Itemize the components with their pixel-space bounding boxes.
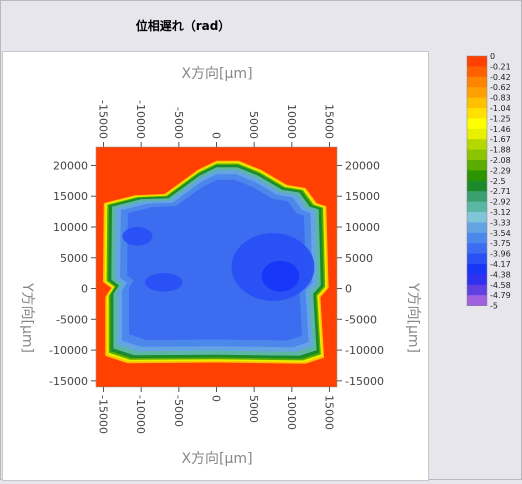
heatmap-plot: -15000 -15000 -10000 -10000 -5000 -5000 0 0 5000… — [19, 66, 421, 467]
y-tick-label-left: -15000 — [49, 375, 88, 388]
legend-label: -1.67 — [490, 135, 511, 144]
y-tick-label-left: 20000 — [53, 159, 88, 172]
legend-swatch-11 — [467, 170, 487, 182]
y-tick-label-right: 15000 — [345, 190, 380, 203]
y-tick-label-right: -15000 — [345, 375, 384, 388]
legend-swatch-7 — [467, 128, 487, 140]
x-tick-label-top: -5000 — [172, 107, 185, 139]
x-tick-label-top: 0 — [210, 132, 223, 139]
x-tick-label-top: -15000 — [97, 100, 110, 139]
legend-label: -0.21 — [490, 62, 511, 71]
y-tick-label-left: 15000 — [53, 190, 88, 203]
legend-label: -3.96 — [490, 250, 511, 259]
legend-swatch-14 — [467, 201, 487, 213]
legend-swatch-12 — [467, 180, 487, 192]
x-tick-label-bottom: 0 — [210, 395, 223, 402]
y-tick-label-right: -5000 — [345, 313, 377, 326]
legend-swatch-23 — [467, 295, 487, 306]
y-tick-label-left: 5000 — [60, 252, 88, 265]
legend-label: -4.38 — [490, 270, 511, 279]
x-tick-label-top: 5000 — [247, 111, 260, 139]
y-tick-label-right: 20000 — [345, 159, 380, 172]
legend-swatch-18 — [467, 243, 487, 254]
deep-spot-2 — [144, 273, 183, 292]
axes: -15000 -15000 -10000 -10000 -5000 -5000 0 0 5000… — [49, 100, 384, 434]
legend-swatch-1 — [467, 66, 487, 78]
color-legend: 0 -0.21 -0.42 -0.62 -0.83 -1.04 -1.25 -1.46 -1.6… — [466, 52, 520, 314]
heatmap-area — [96, 147, 337, 387]
legend-label: -2.92 — [490, 198, 511, 207]
legend-swatch-5 — [467, 108, 487, 119]
legend-label: -2.71 — [490, 187, 511, 196]
legend-label: -1.46 — [490, 125, 511, 134]
x-axis-label-top: X方向[μm] — [181, 66, 252, 82]
x-tick-label-bottom: 15000 — [322, 395, 335, 430]
legend-label: -4.17 — [490, 260, 511, 269]
legend-label: -2.5 — [490, 177, 506, 186]
legend-label: -0.83 — [490, 94, 511, 103]
legend-swatch-16 — [467, 222, 487, 234]
y-tick-label-left: -5000 — [56, 313, 88, 326]
legend-label: -3.12 — [490, 208, 511, 217]
x-tick-label-bottom: 10000 — [285, 395, 298, 430]
x-tick-label-bottom: -15000 — [97, 395, 110, 434]
contour-region-8 — [127, 179, 306, 341]
legend-label: -5 — [490, 302, 498, 311]
legend-swatch-15 — [467, 212, 487, 223]
legend-label: -4.58 — [490, 281, 511, 290]
legend-swatch-3 — [467, 87, 487, 98]
y-axis-label-left: Y方向[μm] — [19, 282, 35, 353]
legend-swatch-17 — [467, 232, 487, 244]
legend-label: -2.08 — [490, 156, 511, 165]
y-tick-label-right: 5000 — [345, 252, 373, 265]
legend-swatch-10 — [467, 160, 487, 171]
legend-swatch-22 — [467, 284, 487, 296]
legend-svg: 0-0.21 -0.42-0.62 -0.83-1.04-1.25 -1.46-1.6… — [466, 52, 511, 311]
y-tick-label-right: 0 — [345, 283, 352, 296]
legend-swatch-20 — [467, 264, 487, 275]
legend-label: -0.62 — [490, 83, 511, 92]
x-tick-label-top: 10000 — [285, 104, 298, 139]
legend-border — [466, 55, 488, 306]
deep-spot-3 — [261, 260, 300, 292]
legend-swatch-2 — [467, 76, 487, 88]
legend-swatch-19 — [467, 253, 487, 265]
legend-swatch-13 — [467, 191, 487, 202]
legend-label: -1.25 — [490, 114, 511, 123]
legend-label: -3.75 — [490, 239, 511, 248]
page-title: 位相遅れ（rad） — [135, 19, 231, 33]
legend-swatch-4 — [467, 97, 487, 109]
legend-label: -3.54 — [490, 229, 511, 238]
legend-label: -2.29 — [490, 166, 511, 175]
y-tick-label-left: -10000 — [49, 344, 88, 357]
legend-label: -1.88 — [490, 146, 511, 155]
legend-label: -0.42 — [490, 73, 511, 82]
y-tick-label-right: -10000 — [345, 344, 384, 357]
y-tick-label-left: 0 — [81, 283, 88, 296]
legend-label: -4.79 — [490, 291, 511, 300]
x-tick-label-top: 15000 — [322, 104, 335, 139]
legend-label: -1.04 — [490, 104, 511, 113]
legend-swatch-21 — [467, 274, 487, 286]
legend-label: -3.33 — [490, 218, 511, 227]
y-tick-label-right: 10000 — [345, 221, 380, 234]
plot-panel: -15000 -15000 -10000 -10000 -5000 -5000 0 0 5000… — [2, 51, 429, 481]
x-axis-label-bottom: X方向[μm] — [181, 451, 252, 467]
x-tick-label-bottom: 5000 — [247, 395, 260, 423]
x-tick-label-top: -10000 — [134, 100, 147, 139]
legend-label: 0 — [490, 52, 495, 61]
x-tick-label-bottom: -5000 — [172, 395, 185, 427]
x-tick-label-bottom: -10000 — [134, 395, 147, 434]
legend-swatch-0 — [467, 56, 487, 67]
deep-spot-1 — [122, 227, 153, 246]
legend-swatch-6 — [467, 118, 487, 130]
y-tick-label-left: 10000 — [53, 221, 88, 234]
legend-swatch-8 — [467, 139, 487, 150]
legend-swatch-9 — [467, 149, 487, 161]
y-axis-label-right: Y方向[μm] — [405, 282, 421, 353]
